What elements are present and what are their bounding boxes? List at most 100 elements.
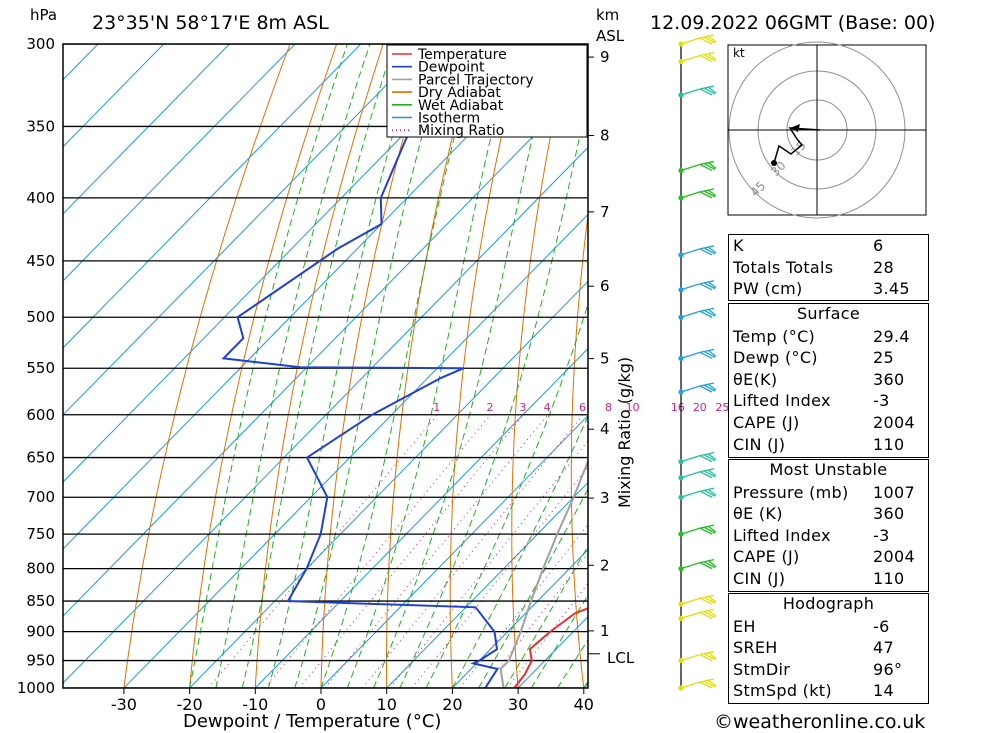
wind-barb bbox=[680, 348, 717, 360]
pressure-tick-label: 800 bbox=[26, 560, 55, 578]
row-value: 6 bbox=[873, 236, 884, 255]
isotherm-line bbox=[123, 213, 588, 688]
index-table-surface: Surface Temp (°C) 29.4 Dewp (°C) 25 θE(K) 3… bbox=[728, 303, 929, 458]
wind-barb bbox=[680, 245, 717, 256]
pressure-tick-label: 350 bbox=[26, 117, 55, 135]
pressure-tick-label: 850 bbox=[26, 592, 55, 610]
height-tick-label: 9 bbox=[600, 48, 610, 66]
table-row: CIN (J) 110 bbox=[729, 434, 928, 456]
isotherm-line bbox=[63, 44, 493, 483]
wind-barb bbox=[680, 594, 717, 605]
temperature-tick-label: 20 bbox=[442, 695, 462, 714]
wind-barb bbox=[680, 188, 717, 199]
isotherm-line bbox=[320, 414, 588, 688]
mixing-ratio-label: 4 bbox=[544, 401, 551, 414]
wind-barb bbox=[680, 452, 717, 463]
row-label: K bbox=[733, 236, 744, 255]
row-value: -6 bbox=[873, 616, 890, 636]
isotherm-line bbox=[254, 347, 588, 688]
wet-adiabat-line bbox=[530, 594, 588, 688]
isotherm-line bbox=[63, 146, 588, 684]
mixing-ratio-label: 1 bbox=[433, 401, 440, 414]
table-row: EH -6 bbox=[729, 616, 928, 638]
height-tick-label: 2 bbox=[600, 556, 610, 574]
datetime-title: 12.09.2022 06GMT (Base: 00) bbox=[650, 12, 935, 34]
copyright: ©weatheronline.co.uk bbox=[714, 711, 925, 733]
pressure-tick-label: 700 bbox=[26, 488, 55, 506]
row-label: StmDir bbox=[733, 659, 791, 679]
table-row: Lifted Index -3 bbox=[729, 390, 928, 412]
mixing-ratio-line bbox=[264, 414, 491, 688]
table-row-pw: PW (cm) 3.45 bbox=[729, 278, 928, 300]
isotherm-line bbox=[63, 44, 230, 215]
isotherm-line bbox=[63, 79, 588, 617]
mixing-ratio-label: 25 bbox=[715, 401, 729, 414]
table-row: Pressure (mb) 1007 bbox=[729, 482, 928, 504]
hodograph-start-dot bbox=[771, 160, 777, 166]
row-label: CAPE (J) bbox=[733, 547, 800, 567]
legend-label: Dewpoint bbox=[418, 60, 485, 76]
row-value: 360 bbox=[873, 369, 905, 389]
row-value: 47 bbox=[873, 638, 894, 658]
location-title: 23°35'N 58°17'E 8m ASL bbox=[92, 12, 329, 34]
hodograph-unit: kt bbox=[733, 46, 745, 60]
dewpoint-profile bbox=[221, 44, 500, 688]
isotherm-line bbox=[63, 44, 362, 349]
section-title: Most Unstable bbox=[769, 460, 888, 479]
row-value: 110 bbox=[873, 434, 905, 454]
pressure-tick-label: 400 bbox=[26, 189, 55, 207]
table-row: StmDir 96° bbox=[729, 659, 928, 681]
wet-adiabat-line bbox=[241, 44, 395, 688]
dry-adiabat-line bbox=[989, 44, 1000, 688]
wind-barb bbox=[680, 280, 717, 291]
wet-adiabat-line bbox=[399, 96, 588, 688]
legend-label: Temperature bbox=[417, 47, 507, 63]
storm-motion-arrow bbox=[790, 124, 800, 132]
row-value: 29.4 bbox=[873, 326, 910, 346]
mixing-ratio-label: 6 bbox=[579, 401, 586, 414]
index-table-most-unstable: Most Unstable Pressure (mb) 1007 θE (K) 36… bbox=[728, 459, 929, 592]
row-value: 25 bbox=[873, 348, 894, 368]
row-label: SREH bbox=[733, 638, 778, 658]
mixing-ratio-label: 16 bbox=[671, 401, 685, 414]
legend-label: Parcel Trajectory bbox=[418, 72, 534, 88]
mixing-ratio-label: 20 bbox=[693, 401, 707, 414]
wind-barb bbox=[680, 34, 717, 45]
wet-adiabat-line bbox=[189, 44, 348, 688]
dry-adiabat-line bbox=[629, 44, 663, 688]
row-value: 2004 bbox=[873, 547, 915, 567]
isotherm-line bbox=[63, 44, 559, 550]
wind-barb bbox=[680, 487, 717, 498]
pressure-tick-label: 1000 bbox=[17, 679, 55, 697]
temperature-tick-label: 10 bbox=[377, 695, 397, 714]
height-tick-label: 1 bbox=[600, 622, 610, 640]
dry-adiabat-line bbox=[320, 44, 431, 688]
pressure-tick-label: 900 bbox=[26, 623, 55, 641]
row-value: -3 bbox=[873, 391, 890, 411]
height-tick-label: 7 bbox=[600, 203, 610, 221]
row-label: Totals Totals bbox=[733, 257, 834, 277]
row-label: StmSpd (kt) bbox=[733, 681, 832, 701]
isotherm-line bbox=[452, 548, 588, 688]
wet-adiabat-line bbox=[451, 415, 588, 688]
legend-label: Wet Adiabat bbox=[418, 98, 504, 114]
pressure-tick-label: 450 bbox=[26, 252, 55, 270]
legend-label: Isotherm bbox=[418, 111, 480, 127]
mixing-ratio-line bbox=[299, 414, 524, 688]
wind-barb bbox=[680, 51, 717, 63]
unit-km: km bbox=[596, 6, 619, 24]
pressure-tick-label: 500 bbox=[26, 308, 55, 326]
dry-adiabat-line bbox=[511, 44, 570, 688]
temperature-profile bbox=[513, 607, 588, 688]
row-label: CIN (J) bbox=[733, 434, 786, 454]
table-row: CAPE (J) 2004 bbox=[729, 546, 928, 568]
wind-barb bbox=[680, 559, 717, 570]
table-row-totals: Totals Totals 28 bbox=[729, 257, 928, 279]
isotherm-line bbox=[63, 44, 165, 148]
mixing-ratio-label: 10 bbox=[626, 401, 640, 414]
wind-barb-dot bbox=[678, 657, 684, 664]
row-label: Temp (°C) bbox=[733, 326, 816, 346]
